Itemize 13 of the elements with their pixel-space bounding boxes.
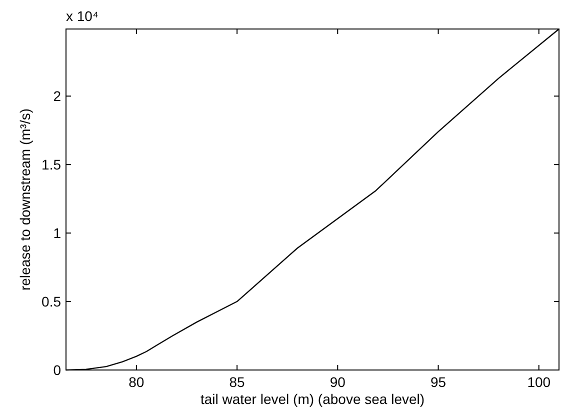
y-tick-label: 1 (53, 224, 62, 241)
y-tick-label: 2 (53, 88, 62, 104)
y-axis-title: release to downstream (m³/s) (17, 108, 33, 291)
text: x 10⁴ (66, 8, 98, 24)
y-tick-label: 1.5 (42, 156, 62, 172)
x-axis-title: tail water level (m) (above sea level) (200, 391, 425, 407)
y-tick-label: 0 (53, 362, 62, 378)
x-tick-label: 95 (430, 374, 446, 390)
x-tick-label: 80 (128, 374, 144, 390)
x-tick-label: 85 (229, 374, 246, 390)
x-tick-label: 90 (330, 374, 346, 390)
x-tick-label: 100 (527, 374, 551, 390)
y-tick-label: 0.5 (42, 293, 62, 310)
